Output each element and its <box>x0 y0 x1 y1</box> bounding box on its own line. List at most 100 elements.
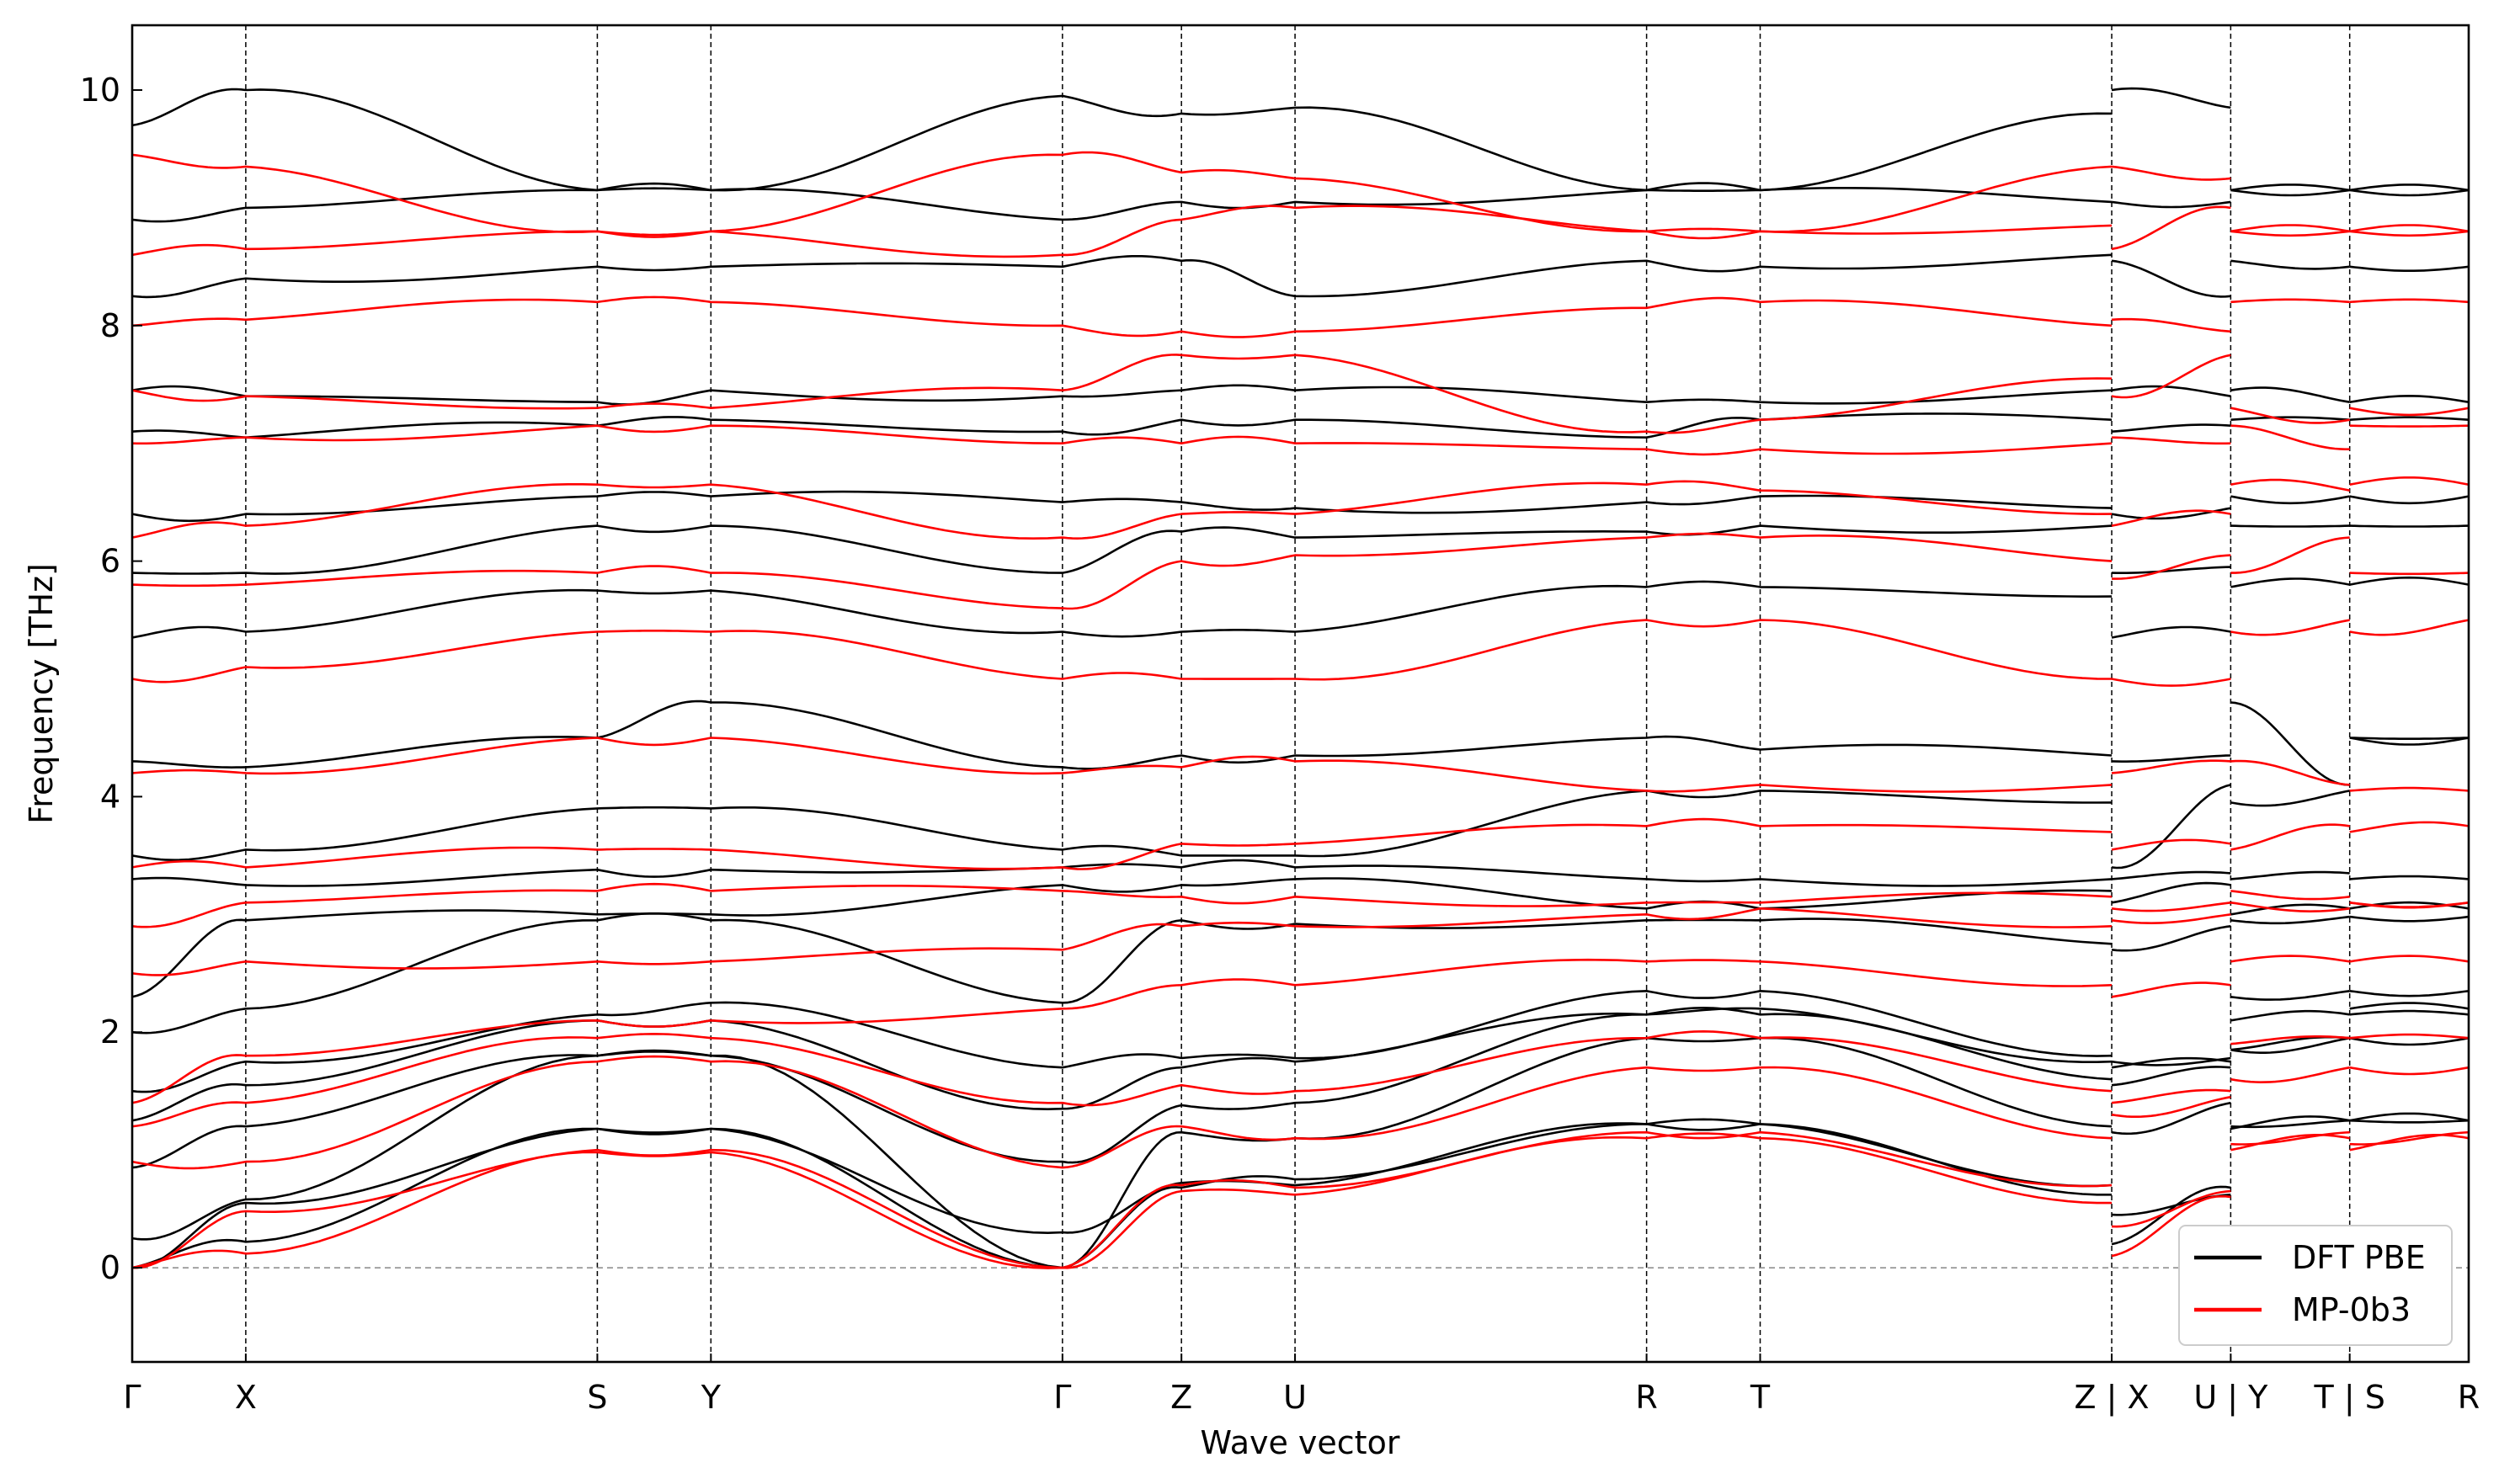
y-tick-label: 8 <box>100 307 120 344</box>
dft-pbe-band-4-seg-0 <box>132 1007 2113 1122</box>
dft-pbe-band-12-seg-2 <box>2230 524 2350 528</box>
mp-0b3-band-1-seg-3 <box>2349 1130 2469 1146</box>
dft-pbe-band-6-seg-0 <box>132 912 2113 1035</box>
x-tick-label: T <box>1750 1379 1771 1416</box>
mp-0b3-band-5-seg-0 <box>132 907 2113 976</box>
dft-pbe-band-18-seg-0 <box>132 88 2113 192</box>
mp-0b3-band-8-seg-3 <box>2349 786 2469 792</box>
legend-label-dft-pbe: DFT PBE <box>2292 1239 2426 1276</box>
mp-0b3-band-15-seg-2 <box>2230 224 2350 233</box>
mp-0b3-band-10-seg-0 <box>132 532 2113 610</box>
mp-0b3-band-16-seg-1 <box>2111 165 2231 181</box>
mp-0b3-band-14-seg-1 <box>2111 317 2231 333</box>
mp-0b3-band-11-seg-2 <box>2230 478 2350 492</box>
dft-pbe-band-13-seg-2 <box>2230 495 2350 505</box>
y-tick-label: 4 <box>100 778 120 815</box>
high-symmetry-lines <box>245 25 2351 1362</box>
dft-pbe-band-4-seg-3 <box>2349 1002 2469 1010</box>
mp-0b3-band-8-seg-1 <box>2111 759 2231 774</box>
mp-0b3-band-8-seg-0 <box>132 737 2113 793</box>
dft-pbe-band-18-seg-2 <box>2230 184 2350 192</box>
mp-0b3-band-4-seg-0 <box>132 958 2113 1104</box>
mp-0b3-band-12-seg-1 <box>2111 436 2231 445</box>
dft-pbe-band-11-seg-1 <box>2111 625 2231 639</box>
mp-0b3-band-6-seg-0 <box>132 882 2113 928</box>
y-tick-label: 0 <box>100 1249 120 1286</box>
x-tick-label: Z | X <box>2075 1379 2150 1417</box>
dft-pbe-band-3-seg-3 <box>2349 1009 2469 1016</box>
legend: DFT PBE MP-0b3 <box>2178 1225 2453 1346</box>
y-axis-ticks: 0 2 4 6 8 10 <box>80 72 142 1286</box>
dft-pbe-band-8-seg-2 <box>2230 870 2350 880</box>
legend-label-mp-0b3: MP-0b3 <box>2292 1291 2411 1328</box>
dft-pbe-band-11-seg-2 <box>2230 577 2350 588</box>
mp-0b3-band-3-seg-2 <box>2230 1035 2350 1045</box>
mp-0b3-band-15-seg-1 <box>2111 205 2231 251</box>
dft-pbe-band-17-seg-2 <box>2230 189 2350 197</box>
mp-0b3-band-15-seg-3 <box>2349 224 2469 233</box>
dft-pbe-band-10-seg-1 <box>2111 754 2231 763</box>
x-tick-label: X <box>235 1379 257 1416</box>
mp-0b3-band-7-seg-3 <box>2349 821 2469 833</box>
mp-0b3-band-8-seg-2 <box>2230 759 2350 786</box>
mp-0b3-band-0-seg-1 <box>2111 1194 2231 1258</box>
mp-0b3-band-10-seg-2 <box>2230 536 2350 574</box>
dft-pbe-band-17-seg-1 <box>2111 200 2231 209</box>
dft-pbe-band-2-seg-0 <box>132 1036 2113 1269</box>
mp-0b3-band-6-seg-1 <box>2111 902 2231 912</box>
x-tick-label: Γ <box>123 1379 141 1416</box>
mp-0b3-band-9-seg-0 <box>132 619 2113 683</box>
mp-0b3-band-1-seg-1 <box>2111 1189 2231 1228</box>
mp-0b3-band-9-seg-2 <box>2230 619 2350 636</box>
mp-0b3-band-12-seg-0 <box>132 424 2113 456</box>
dft-pbe-band-12-seg-1 <box>2111 566 2231 574</box>
mp-0b3-band-1-seg-0 <box>132 1130 2113 1269</box>
dft-pbe-band-15-seg-1 <box>2111 385 2231 397</box>
dft-pbe-band-2-seg-2 <box>2230 1036 2350 1054</box>
mp-0b3-band-0-seg-0 <box>132 1132 2112 1269</box>
mp-0b3-band-6-seg-2 <box>2230 890 2350 901</box>
mp-0b3-bands <box>132 151 2469 1269</box>
dft-pbe-band-16-seg-0 <box>132 253 2113 299</box>
dft-pbe-band-6-seg-2 <box>2230 915 2350 925</box>
mp-0b3-band-5-seg-2 <box>2230 902 2350 912</box>
mp-0b3-band-13-seg-0 <box>132 354 2113 434</box>
mp-0b3-band-10-seg-1 <box>2112 554 2231 580</box>
x-tick-label: R <box>2458 1379 2480 1416</box>
dft-pbe-band-15-seg-2 <box>2230 386 2350 403</box>
x-tick-label: T | S <box>2314 1379 2385 1417</box>
mp-0b3-band-2-seg-1 <box>2111 1095 2231 1118</box>
dft-pbe-band-10-seg-3 <box>2349 737 2469 740</box>
dft-pbe-band-9-seg-1 <box>2111 784 2231 870</box>
dft-pbe-band-8-seg-1 <box>2111 870 2231 880</box>
mp-0b3-band-7-seg-2 <box>2230 823 2350 851</box>
x-tick-label: Y <box>701 1379 722 1416</box>
mp-0b3-band-0-seg-3 <box>2349 1134 2469 1152</box>
mp-0b3-band-13-seg-3 <box>2349 407 2469 417</box>
dft-pbe-band-3-seg-1 <box>2111 1066 2231 1087</box>
x-tick-label: S <box>587 1379 607 1416</box>
dft-pbe-band-9-seg-0 <box>132 790 2113 861</box>
dft-pbe-band-15-seg-3 <box>2349 395 2469 403</box>
mp-0b3-band-11-seg-0 <box>132 480 2113 540</box>
mp-0b3-band-16-seg-2 <box>2230 230 2350 237</box>
mp-0b3-band-16-seg-3 <box>2349 230 2469 237</box>
x-tick-label: U <box>1283 1379 1307 1416</box>
mp-0b3-band-9-seg-1 <box>2111 678 2231 687</box>
mp-0b3-band-14-seg-3 <box>2349 298 2469 304</box>
mp-0b3-band-1-seg-2 <box>2230 1130 2350 1146</box>
dft-pbe-band-4-seg-2 <box>2230 1009 2350 1022</box>
mp-0b3-band-14-seg-0 <box>132 295 2113 338</box>
dft-pbe-band-5-seg-3 <box>2349 990 2469 997</box>
mp-0b3-band-12-seg-2 <box>2230 424 2350 450</box>
mp-0b3-band-2-seg-0 <box>132 1055 2113 1170</box>
dft-pbe-band-13-seg-0 <box>132 490 2113 523</box>
mp-0b3-band-3-seg-1 <box>2111 1088 2231 1104</box>
mp-0b3-band-6-seg-3 <box>2349 902 2469 908</box>
dft-pbe-band-9-seg-3 <box>2349 737 2469 746</box>
dft-pbe-band-3-seg-0 <box>132 1007 2113 1169</box>
dft-pbe-band-10-seg-0 <box>132 699 2113 770</box>
mp-0b3-band-5-seg-1 <box>2111 913 2231 924</box>
dft-pbe-band-8-seg-3 <box>2349 875 2469 880</box>
dft-pbe-band-18-seg-3 <box>2349 184 2469 192</box>
